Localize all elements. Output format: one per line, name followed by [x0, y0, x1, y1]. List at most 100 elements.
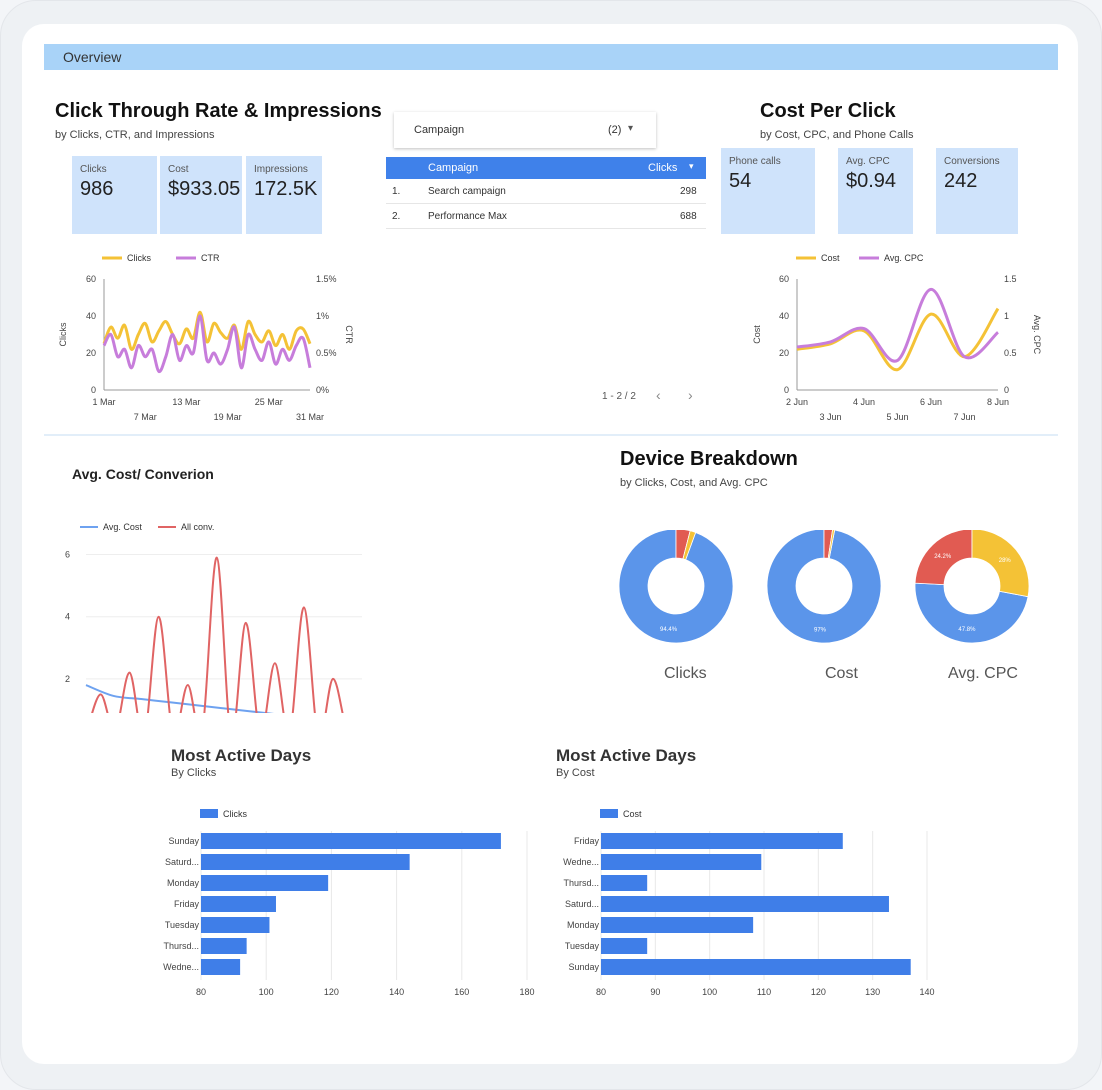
y-category-label: Monday — [167, 878, 200, 888]
campaign-filter-dropdown[interactable]: Campaign (2) ▾ — [394, 112, 656, 148]
chevron-right-icon[interactable]: › — [688, 387, 693, 403]
legend-label: Avg. Cost — [103, 522, 142, 532]
y-tick-label: 4 — [65, 612, 70, 622]
kpi-phone-calls: Phone calls 54 — [721, 148, 815, 234]
y-category-label: Tuesday — [165, 920, 200, 930]
device-donut-charts: 94.4% 97% 47.8% 24.2% 28% — [618, 530, 1030, 644]
kpi-avg-cpc: Avg. CPC $0.94 — [838, 148, 913, 234]
x-tick-label: 100 — [259, 987, 274, 997]
y-tick-left: 0 — [91, 385, 96, 395]
x-tick-label: 25 Mar — [255, 397, 283, 407]
overview-bar[interactable]: Overview — [44, 44, 1058, 70]
y-tick-left: 20 — [779, 348, 789, 358]
y-category-label: Sunday — [568, 962, 599, 972]
y-axis-label-left: Cost — [752, 325, 762, 344]
kpi-label: Conversions — [944, 156, 1000, 167]
kpi-label: Clicks — [80, 164, 107, 175]
y-tick-right: 0 — [1004, 385, 1009, 395]
bar — [201, 959, 241, 975]
bar — [601, 875, 648, 891]
table-row[interactable]: 1. Search campaign 298 — [386, 179, 706, 204]
x-tick-label: 90 — [650, 987, 660, 997]
x-tick-label: 100 — [702, 987, 717, 997]
chevron-left-icon[interactable]: ‹ — [656, 387, 661, 403]
x-tick-label: 160 — [454, 987, 469, 997]
legend-label: Clicks — [127, 253, 151, 263]
bar — [201, 896, 276, 912]
y-tick-right: 0% — [316, 385, 329, 395]
y-tick-right: 0.5 — [1004, 348, 1017, 358]
legend-swatch — [200, 809, 218, 818]
chevron-down-icon: ▾ — [628, 123, 634, 134]
section-divider — [44, 434, 1058, 436]
kpi-label: Cost — [168, 164, 189, 175]
x-tick-label: 6 Jun — [920, 397, 942, 407]
slice-label: 94.4% — [660, 627, 678, 633]
y-tick-left: 20 — [86, 348, 96, 358]
ctr-title: Click Through Rate & Impressions — [55, 100, 382, 122]
kpi-value: 986 — [80, 178, 114, 200]
x-tick-label: 31 Mar — [296, 412, 324, 422]
sort-desc-icon[interactable]: ▾ — [689, 161, 694, 171]
y-tick-label: 2 — [65, 674, 70, 684]
y-tick-right: 1% — [316, 311, 329, 321]
x-tick-label: 180 — [519, 987, 534, 997]
bar — [201, 833, 501, 849]
column-header-campaign[interactable]: Campaign — [428, 162, 479, 174]
bar — [601, 959, 911, 975]
column-header-clicks[interactable]: Clicks — [648, 162, 678, 174]
y-category-label: Wedne... — [163, 962, 199, 972]
kpi-label: Avg. CPC — [846, 156, 890, 167]
x-tick-label: 8 Jun — [987, 397, 1009, 407]
y-tick-left: 60 — [86, 274, 96, 284]
ctr-line-chart: Clicks CTR 0 20 40 60 0% 0.5% 1% 1.5% Clicks CTR 1 M… — [58, 253, 354, 422]
cpc-title: Cost Per Click — [760, 100, 896, 122]
y-category-label: Tuesday — [565, 941, 600, 951]
kpi-conversions: Conversions 242 — [936, 148, 1018, 234]
y-category-label: Friday — [174, 899, 200, 909]
y-tick-right: 1 — [1004, 311, 1009, 321]
x-tick-label: 7 Mar — [134, 412, 157, 422]
bar — [201, 875, 329, 891]
slice-label: 28% — [999, 558, 1012, 564]
y-tick-right: 0.5% — [316, 348, 337, 358]
donut-label-clicks: Clicks — [664, 665, 707, 682]
x-tick-label: 7 Jun — [953, 412, 975, 422]
kpi-label: Phone calls — [729, 156, 781, 167]
series-line-avg-cpc — [796, 287, 1000, 363]
x-tick-label: 140 — [389, 987, 404, 997]
legend-label: Cost — [623, 809, 642, 819]
kpi-value: $0.94 — [846, 170, 897, 192]
device-title: Device Breakdown — [620, 448, 798, 470]
row-number: 2. — [392, 211, 401, 222]
cpc-line-chart: Cost Avg. CPC 0 20 40 60 0 0.5 1 1.5 Cost Avg. CPC 2… — [752, 253, 1042, 422]
donut-slice — [971, 530, 1030, 598]
bar — [201, 854, 410, 870]
campaign-filter-label: Campaign — [414, 124, 465, 136]
bar — [601, 938, 648, 954]
x-tick-label: 19 Mar — [214, 412, 242, 422]
active-days-clicks-title: Most Active Days — [171, 746, 312, 765]
y-category-label: Thursd... — [163, 941, 199, 951]
device-subtitle: by Clicks, Cost, and Avg. CPC — [620, 477, 768, 489]
donut-slice — [766, 530, 882, 644]
active-days-cost-bar-chart: Cost 80 90 100 110 120 130 140 Friday Wedne... Thu… — [563, 809, 935, 997]
y-category-label: Wedne... — [563, 857, 599, 867]
donut-slice — [827, 530, 836, 559]
table-row[interactable]: 2. Performance Max 688 — [386, 204, 706, 229]
x-tick-label: 110 — [757, 987, 771, 997]
pagination-label: 1 - 2 / 2 — [602, 391, 636, 402]
x-tick-label: 140 — [919, 987, 934, 997]
y-category-label: Friday — [574, 836, 600, 846]
legend-label: Avg. CPC — [884, 253, 924, 263]
x-tick-label: 3 Jun — [819, 412, 841, 422]
y-tick-right: 1.5 — [1004, 274, 1017, 284]
x-tick-label: 1 Mar — [92, 397, 115, 407]
bar — [601, 854, 762, 870]
active-days-cost-subtitle: By Cost — [556, 767, 595, 779]
ctr-subtitle: by Clicks, CTR, and Impressions — [55, 129, 215, 141]
x-tick-label: 4 Jun — [853, 397, 875, 407]
slice-label: 97% — [814, 627, 827, 633]
series-line-ctr — [102, 314, 312, 374]
x-tick-label: 120 — [811, 987, 826, 997]
